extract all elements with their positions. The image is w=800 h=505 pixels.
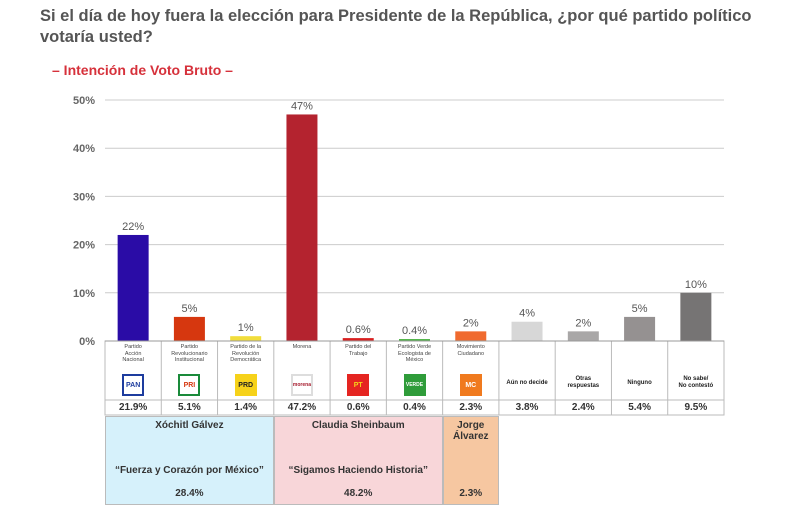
morena-logo-icon: morena: [290, 374, 313, 396]
exact-value-label: 5.4%: [628, 402, 651, 413]
candidate-percent: 2.3%: [459, 488, 483, 499]
bar-value-label: 5%: [181, 303, 197, 315]
party-name-label: Morena: [292, 344, 312, 350]
option-label: Otras respuestas: [567, 376, 600, 389]
bar-value-label: 2%: [463, 317, 479, 329]
exact-value-label: 47.2%: [287, 402, 317, 413]
y-tick-label: 30%: [73, 191, 95, 203]
exact-value-label: 5.1%: [178, 402, 201, 413]
bar: [117, 234, 149, 341]
candidate-name: Claudia Sheinbaum: [311, 420, 405, 431]
pan-logo-icon: PAN: [122, 374, 145, 396]
bar-value-label: 0.6%: [346, 324, 371, 336]
bar-value-label: 2%: [575, 317, 591, 329]
coalition-slogan: “Sigamos Haciendo Historia”: [288, 465, 428, 476]
y-tick-label: 10%: [73, 288, 95, 300]
party-name-label: Partido del Trabajo: [345, 344, 372, 357]
bar: [230, 336, 262, 341]
exact-value-label: 9.5%: [684, 402, 708, 413]
bar: [399, 339, 430, 341]
party-name-label: Movimiento Ciudadano: [456, 344, 485, 357]
option-label: Aún no decide: [506, 380, 548, 386]
exact-value-label: 0.6%: [346, 402, 370, 413]
verde-logo-icon: VERDE: [403, 374, 426, 396]
chart-subtitle: – Intención de Voto Bruto –: [52, 62, 233, 78]
candidate-percent: 48.2%: [344, 488, 373, 499]
prd-logo-icon: PRD: [234, 374, 257, 396]
bar-value-label: 1%: [238, 322, 254, 334]
option-label: Ninguno: [627, 380, 652, 386]
pt-logo-icon: PT: [347, 374, 370, 396]
party-name-label: Partido Verde Ecologista de México: [397, 344, 432, 363]
exact-value-label: 21.9%: [118, 402, 148, 413]
coalition-slogan: “Fuerza y Corazón por México”: [114, 465, 264, 476]
bar: [680, 292, 712, 341]
bar-value-label: 4%: [519, 308, 535, 320]
y-tick-label: 20%: [73, 240, 95, 252]
bar: [455, 331, 487, 341]
bar-value-label: 10%: [685, 279, 707, 291]
bar-value-label: 47%: [291, 100, 313, 112]
bar: [624, 316, 656, 341]
exact-value-label: 2.3%: [459, 402, 483, 413]
y-tick-label: 50%: [73, 95, 95, 107]
exact-value-label: 0.4%: [403, 402, 426, 413]
candidate-box: Jorge Álvarez 2.3%: [442, 416, 499, 505]
mc-logo-icon: MC: [459, 374, 482, 396]
bar-value-label: 0.4%: [402, 325, 427, 337]
bar: [511, 321, 543, 341]
party-name-label: Partido de la Revolución Democrática: [230, 344, 262, 363]
bar: [286, 114, 318, 342]
candidate-percent: 28.4%: [175, 488, 204, 499]
party-name-label: Partido Revolucionario Institucional: [171, 344, 208, 363]
bar-value-label: 22%: [122, 221, 144, 233]
candidate-box: Xóchitl Gálvez “Fuerza y Corazón por Méxi…: [105, 416, 274, 505]
exact-value-label: 2.4%: [571, 402, 595, 413]
exact-value-label: 1.4%: [234, 402, 258, 413]
bar-value-label: 5%: [632, 303, 648, 315]
candidate-box: Claudia Sheinbaum “Sigamos Haciendo Histo…: [273, 416, 443, 505]
candidate-name: Jorge Álvarez: [452, 420, 489, 442]
party-name-label: Partido Acción Nacional: [122, 344, 144, 363]
option-label: No sabe/ No contestó: [678, 376, 714, 389]
chart-title: Si el día de hoy fuera la elección para …: [40, 7, 752, 46]
bar: [342, 338, 374, 341]
bar: [173, 316, 205, 341]
candidate-name: Xóchitl Gálvez: [155, 420, 224, 431]
y-tick-label: 40%: [73, 143, 95, 155]
bar: [567, 331, 599, 341]
pri-logo-icon: PRI: [178, 374, 201, 396]
exact-value-label: 3.8%: [515, 402, 539, 413]
y-tick-label: 0%: [79, 336, 95, 348]
